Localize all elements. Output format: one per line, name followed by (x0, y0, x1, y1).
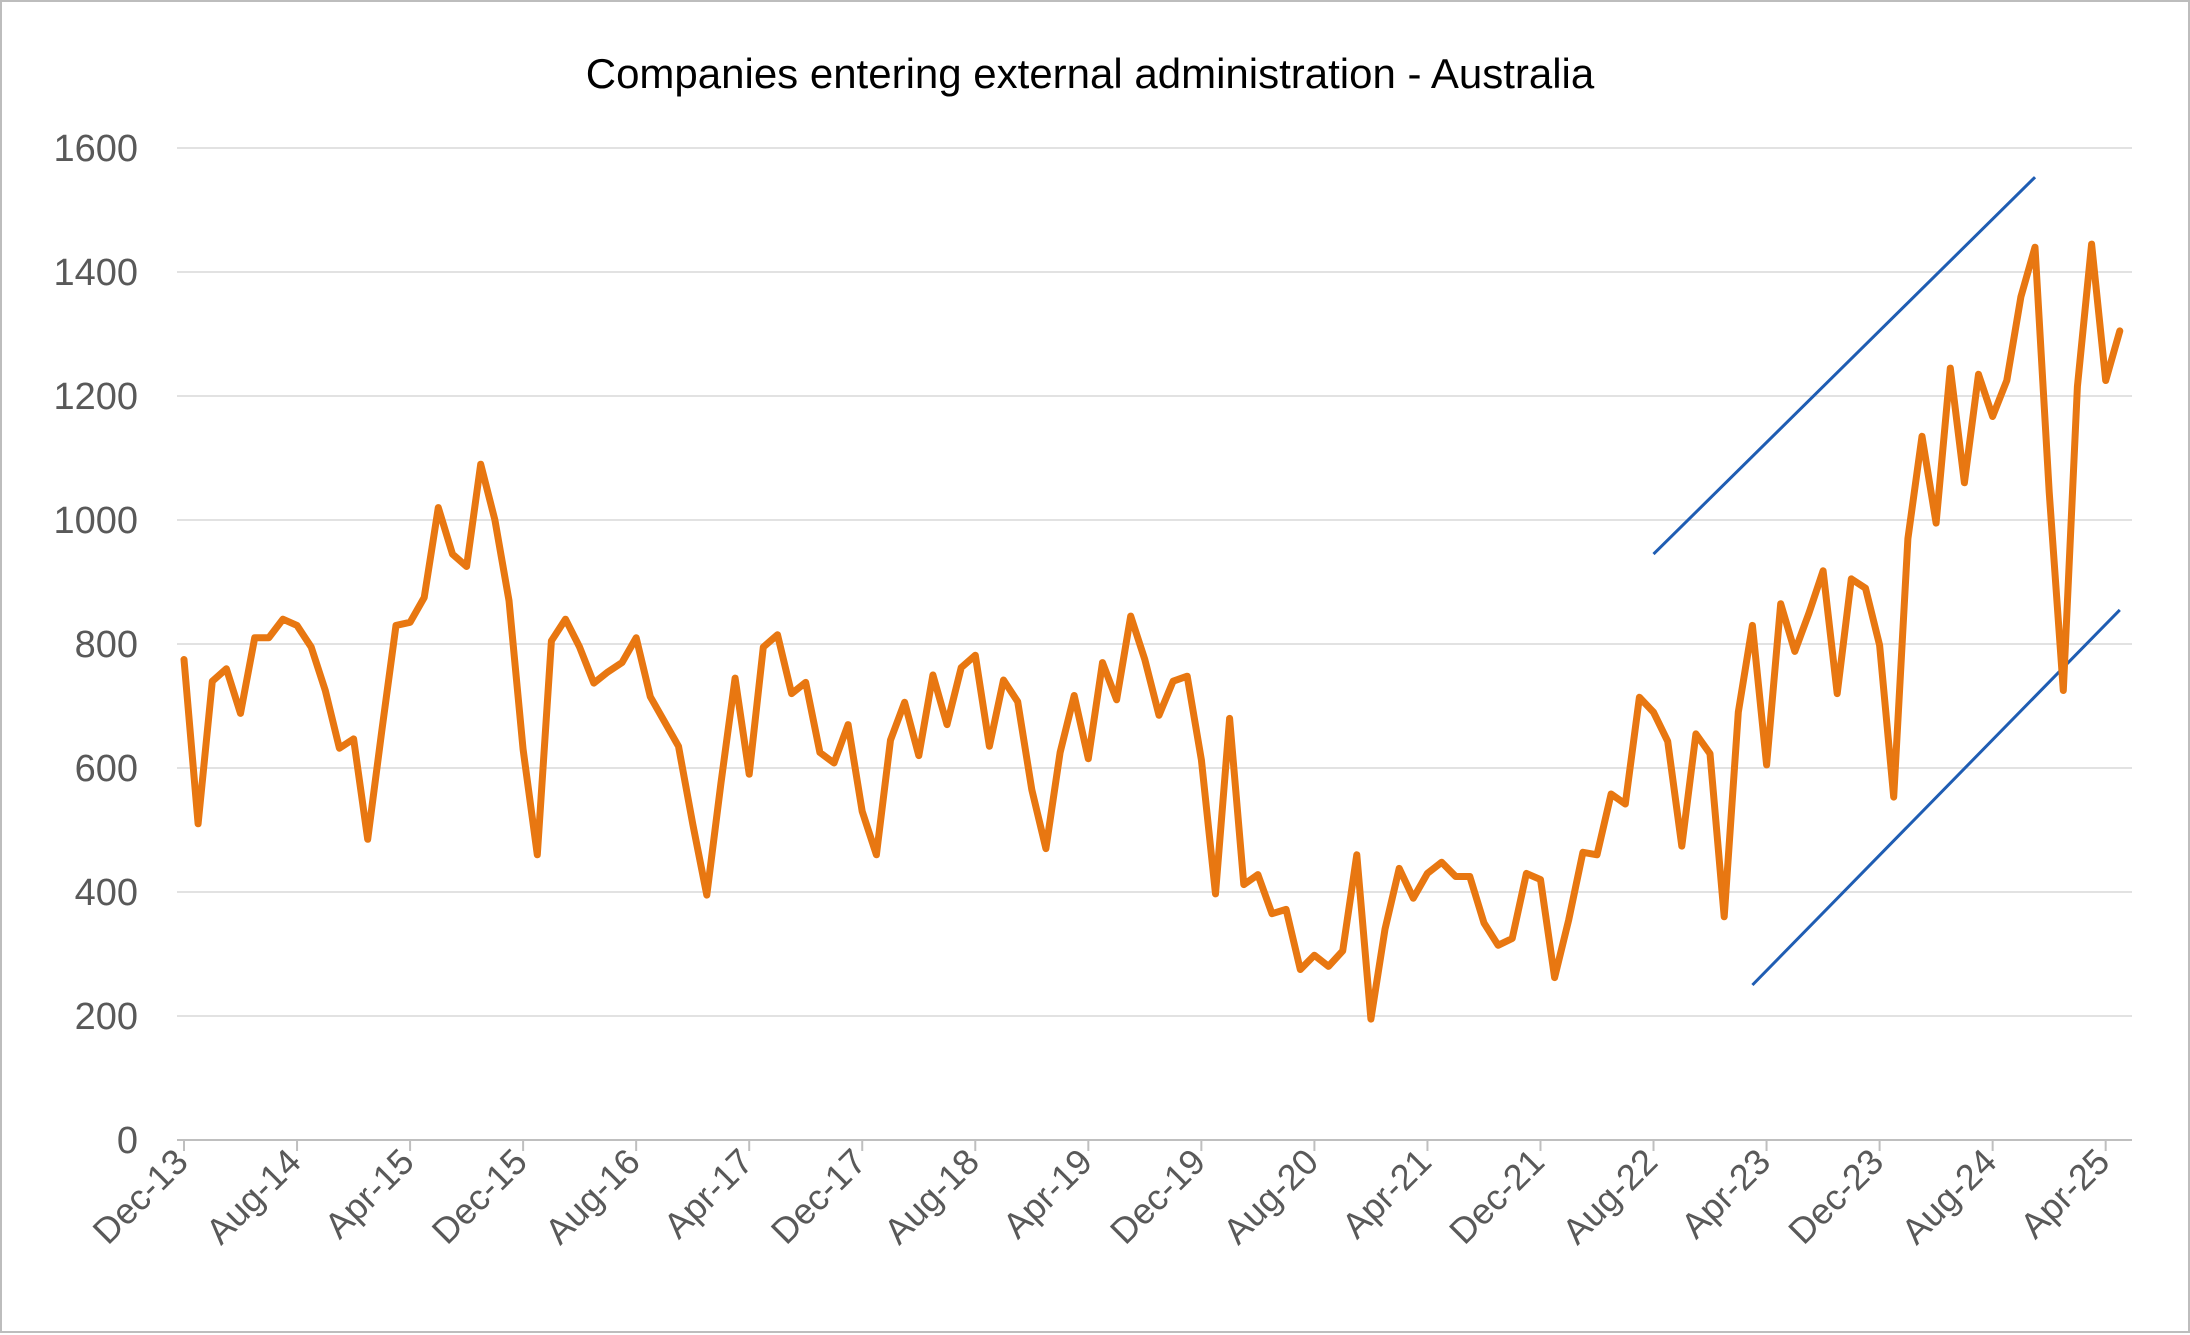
x-tick-label-Aug-18: Aug-18 (876, 1141, 987, 1252)
trend-line-upper (1652, 176, 2037, 556)
series-line-0 (180, 240, 2124, 1023)
x-tick-label-Apr-19: Apr-19 (995, 1141, 1100, 1246)
chart-title: Companies entering external administrati… (586, 50, 1595, 97)
x-tick-label-Aug-24: Aug-24 (1893, 1141, 2004, 1252)
trend-channel-lines (1652, 176, 2121, 987)
x-tick-label-Aug-20: Aug-20 (1215, 1141, 1326, 1252)
x-tick-label-Apr-15: Apr-15 (316, 1141, 421, 1246)
y-axis-tick-labels: 0 200 400 600 800 1000 1200 1400 1600 (53, 128, 138, 1162)
y-tick-label-0: 0 (117, 1120, 138, 1162)
x-axis (177, 1139, 2132, 1151)
x-axis-tick-labels: Dec-13 Aug-14 Apr-15 Dec-15 Aug-16 Apr-17 Dec-… (85, 1141, 2118, 1252)
x-tick-label-Dec-19: Dec-19 (1102, 1141, 1213, 1252)
x-tick-label-Apr-25: Apr-25 (2012, 1141, 2117, 1246)
y-tick-label-400: 400 (75, 872, 138, 914)
y-tick-label-1000: 1000 (53, 500, 138, 542)
y-tick-label-200: 200 (75, 996, 138, 1038)
x-tick-label-Dec-23: Dec-23 (1780, 1141, 1891, 1252)
y-tick-label-1600: 1600 (53, 128, 138, 170)
x-tick-label-Dec-15: Dec-15 (424, 1141, 535, 1252)
x-tick-label-Dec-13: Dec-13 (85, 1141, 196, 1252)
y-tick-label-600: 600 (75, 748, 138, 790)
x-tick-label-Aug-14: Aug-14 (198, 1141, 309, 1252)
y-tick-label-800: 800 (75, 624, 138, 666)
x-tick-label-Dec-21: Dec-21 (1441, 1141, 1552, 1252)
y-tick-label-1200: 1200 (53, 376, 138, 418)
x-tick-label-Aug-22: Aug-22 (1554, 1141, 1665, 1252)
x-tick-label-Apr-21: Apr-21 (1334, 1141, 1439, 1246)
y-tick-label-1400: 1400 (53, 252, 138, 294)
x-tick-label-Apr-23: Apr-23 (1673, 1141, 1778, 1246)
series-layer (180, 240, 2124, 1023)
x-tick-label-Aug-16: Aug-16 (537, 1141, 648, 1252)
gridlines (177, 147, 2132, 1017)
x-tick-label-Dec-17: Dec-17 (763, 1141, 874, 1252)
x-tick-label-Apr-17: Apr-17 (655, 1141, 760, 1246)
